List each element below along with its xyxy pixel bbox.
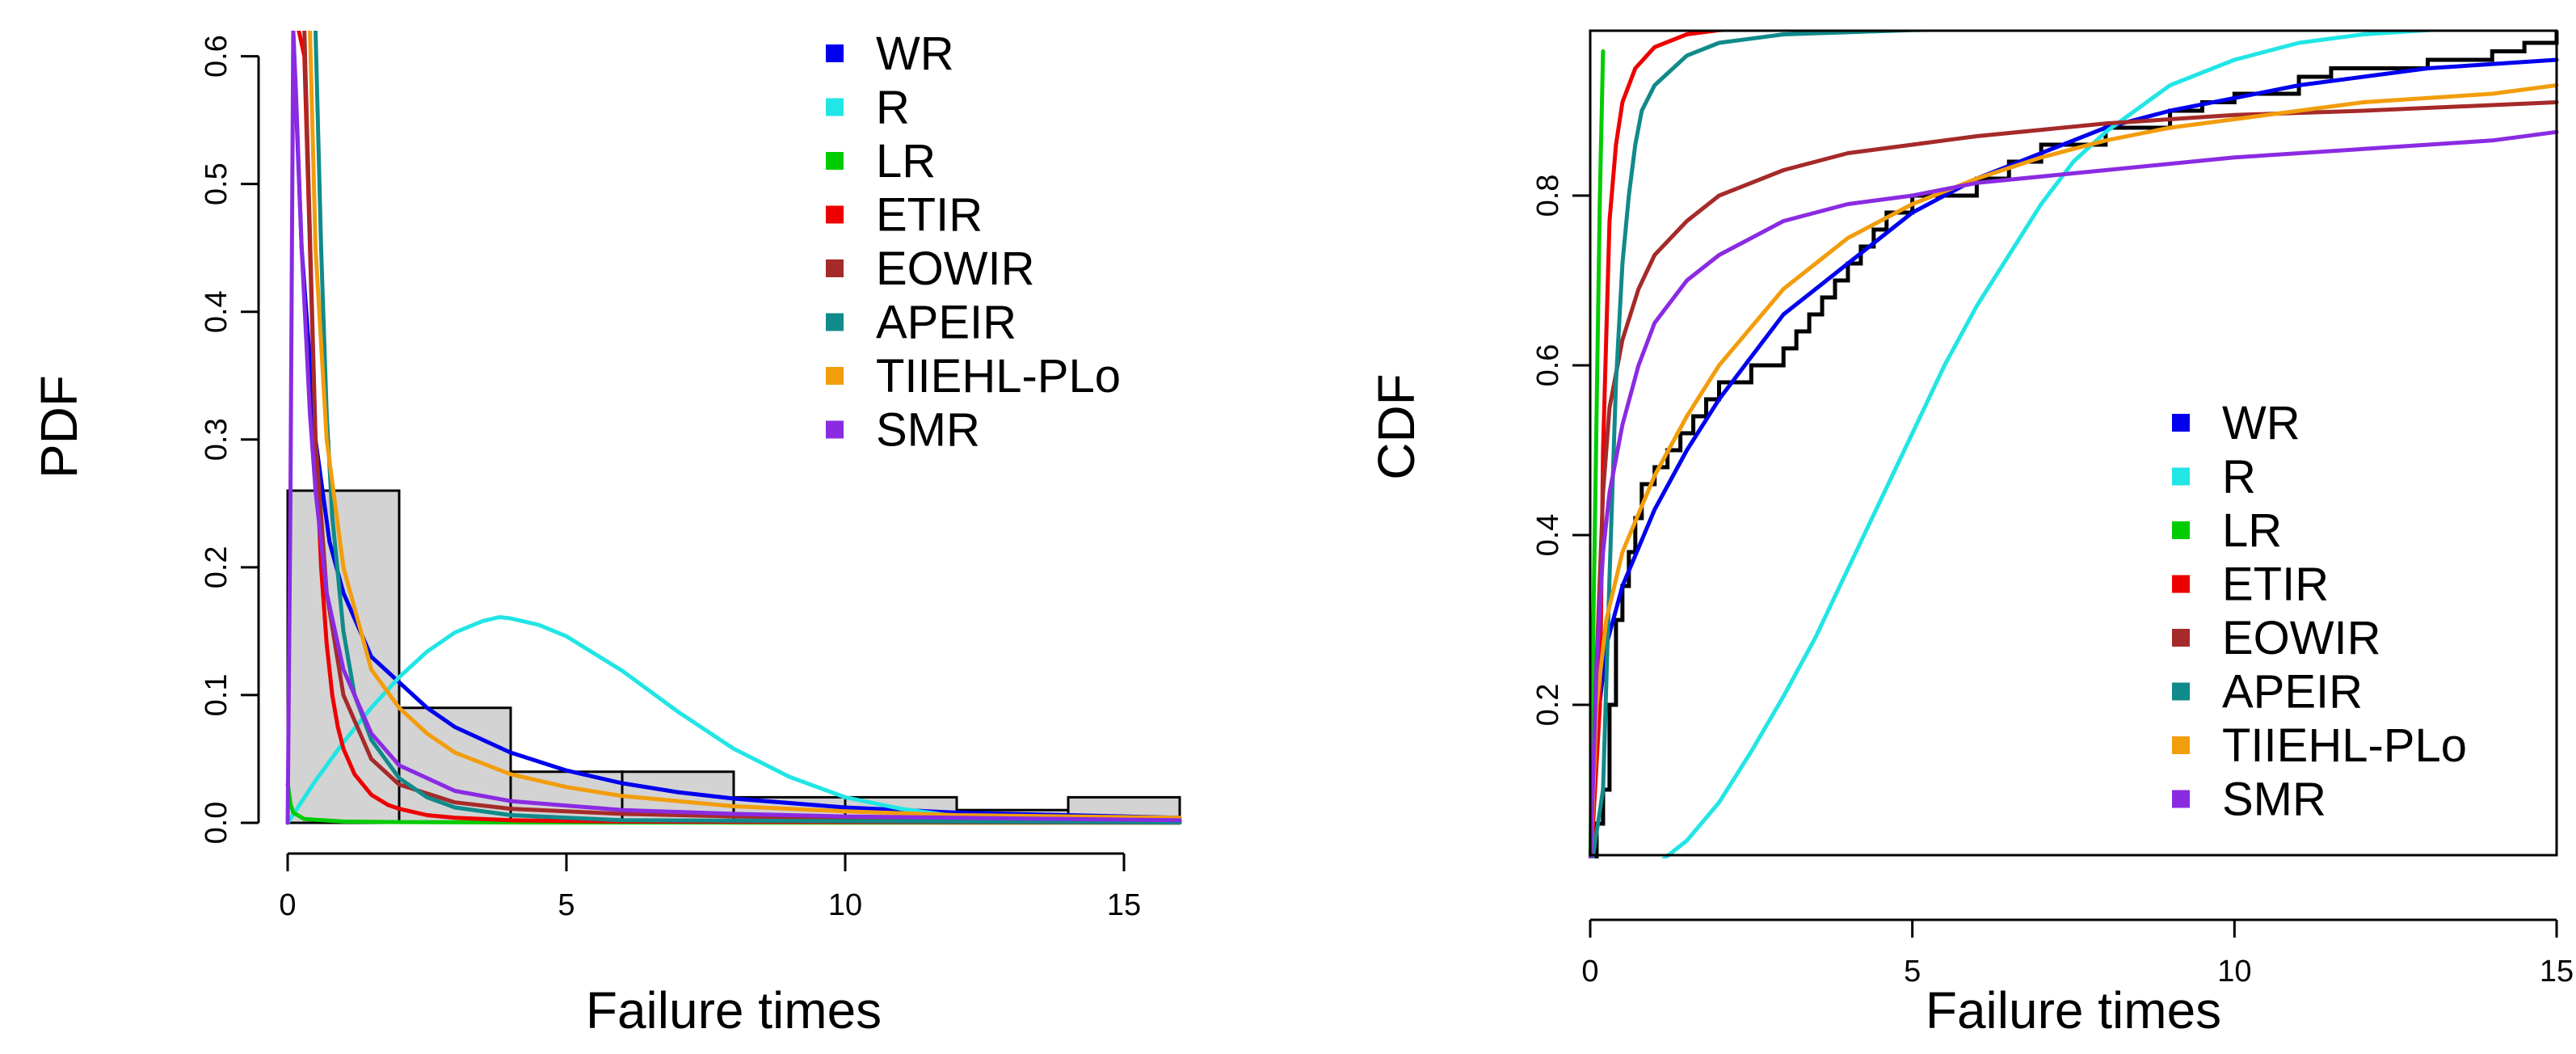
legend-swatch	[826, 44, 844, 62]
legend-swatch	[2172, 736, 2190, 754]
series-line-apeir	[314, 31, 1182, 824]
x-tick-label: 0	[279, 888, 296, 922]
legend-swatch	[2172, 467, 2190, 486]
y-tick-label: 0.3	[200, 418, 234, 461]
series-line-eowir	[1589, 100, 2559, 858]
series-line-wr	[1589, 57, 2559, 858]
legend-swatch	[826, 367, 844, 385]
legend-label: APEIR	[2222, 666, 2363, 719]
x-axis-title: Failure times	[1926, 981, 2221, 1039]
series-line-lr	[1588, 49, 1606, 858]
y-tick-label: 0.2	[1531, 684, 1565, 727]
y-tick-label: 0.4	[1531, 514, 1565, 557]
series-line-smr	[285, 31, 1182, 825]
legend-swatch	[826, 98, 844, 116]
legend-label: ETIR	[876, 189, 983, 242]
series-line-etir	[1589, 31, 1756, 858]
legend-swatch	[2172, 682, 2190, 701]
legend-label: SMR	[2222, 774, 2326, 826]
series-line-tiiehl-plo	[1589, 83, 2559, 858]
legend-label: WR	[876, 27, 954, 80]
series-line-etir	[297, 31, 1182, 825]
x-tick-label: 10	[828, 888, 862, 922]
series-line-tiiehl-plo	[308, 31, 1182, 820]
legend-label: APEIR	[876, 297, 1017, 349]
series-line-eowir	[302, 31, 1182, 823]
legend-swatch	[2172, 414, 2190, 432]
pdf-panel: 0 5 10 15 0.0 0.1 0.2 0.3 0.4 0.5 0.6 Failure times…	[30, 27, 1182, 1039]
y-tick-label: 0.6	[200, 35, 234, 78]
legend-swatch	[2172, 629, 2190, 647]
series-line-smr	[1589, 129, 2559, 858]
legend-label: R	[876, 82, 910, 134]
x-tick-label: 10	[2217, 955, 2251, 989]
legend-label: LR	[876, 135, 936, 188]
curve-group	[1588, 31, 2559, 858]
legend-label: EOWIR	[876, 242, 1035, 295]
curve-group	[285, 31, 1182, 825]
legend-swatch	[2172, 575, 2190, 593]
plot-frame	[1589, 29, 2558, 857]
y-axis-title: PDF	[30, 375, 88, 479]
x-tick-label: 0	[1581, 955, 1598, 989]
series-line-wr	[291, 31, 1182, 820]
y-tick-label: 0.5	[200, 162, 234, 205]
legend-label: TIIEHL-PLo	[876, 350, 1121, 403]
legend-label: SMR	[876, 404, 980, 457]
x-tick-label: 5	[558, 888, 575, 922]
y-tick-label: 0.4	[200, 290, 234, 333]
legend-label: EOWIR	[2222, 612, 2381, 664]
series-line-r	[1661, 31, 2464, 858]
legend-swatch	[826, 259, 844, 277]
legend-swatch	[826, 205, 844, 224]
legend-label: R	[2222, 451, 2256, 504]
x-tick-label: 15	[2540, 955, 2574, 989]
y-tick-label: 0.6	[1531, 344, 1565, 387]
legend-label: TIIEHL-PLo	[2222, 719, 2467, 772]
y-tick-label: 0.0	[200, 802, 234, 845]
legend-swatch	[826, 420, 844, 439]
empirical-cdf-step	[1590, 31, 2559, 858]
legend-swatch	[2172, 521, 2190, 539]
y-tick-label: 0.8	[1531, 175, 1565, 217]
x-axis-title: Failure times	[586, 981, 882, 1039]
legend-swatch	[2172, 790, 2190, 808]
legend-label: WR	[2222, 397, 2300, 449]
y-tick-label: 0.1	[200, 674, 234, 717]
legend-swatch	[826, 152, 844, 170]
x-tick-label: 15	[1107, 888, 1141, 922]
legend-label: ETIR	[2222, 559, 2329, 611]
y-tick-label: 0.2	[200, 546, 234, 588]
x-tick-label: 5	[1904, 955, 1921, 989]
legend-swatch	[826, 313, 844, 331]
legend-label: LR	[2222, 504, 2282, 557]
y-axis-title: CDF	[1367, 373, 1425, 480]
histogram-bar-1	[286, 489, 401, 824]
